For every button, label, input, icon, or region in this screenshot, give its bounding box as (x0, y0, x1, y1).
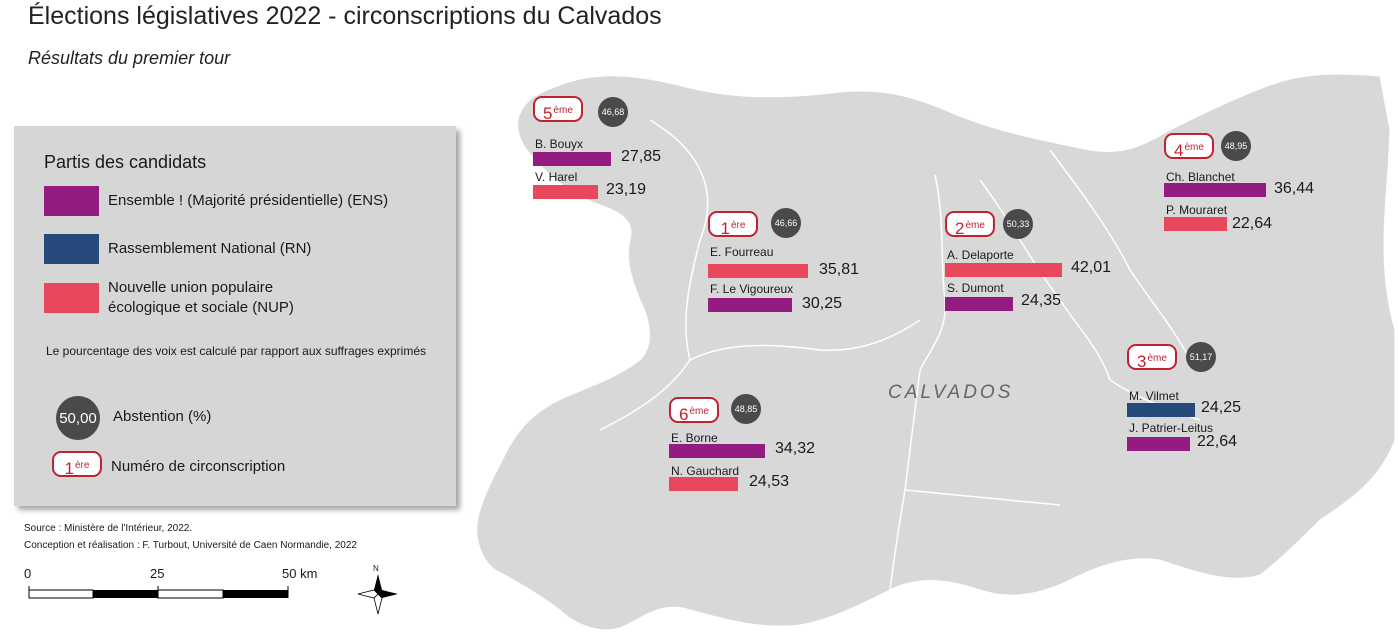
candidate-value: 36,44 (1274, 180, 1315, 197)
candidate-value: 24,25 (1201, 399, 1242, 416)
candidate-value: 24,53 (749, 473, 790, 490)
legend-label-nup: Nouvelle union populaire écologique et s… (108, 278, 294, 318)
abstention-circle: 48,95 (1221, 131, 1251, 161)
circonscription-badge: 2ème (945, 211, 995, 238)
badge-suffix: ème (553, 105, 573, 116)
scale-label-end: 50 km (282, 566, 318, 581)
source-line: Source : Ministère de l'Intérieur, 2022. (24, 523, 193, 534)
candidate-bar (669, 444, 765, 458)
abstention-example-circle: 50,00 (56, 396, 100, 440)
candidate-value: 30,25 (802, 295, 843, 312)
map-title: Élections législatives 2022 - circonscri… (28, 2, 662, 30)
candidate-bar (533, 185, 598, 199)
badge-number: 5 (543, 104, 553, 123)
abstention-circle: 50,33 (1003, 209, 1033, 239)
candidate-value: 22,64 (1197, 433, 1238, 450)
badge-suffix: ère (75, 460, 90, 471)
candidate-bar (533, 152, 611, 166)
scale-label-mid: 25 (150, 566, 165, 581)
legend-title: Partis des candidats (44, 152, 207, 172)
badge-number: 3 (1137, 352, 1147, 371)
candidate-name: F. Le Vigoureux (710, 282, 794, 296)
badge-suffix: ère (731, 220, 746, 231)
candidate-name: E. Borne (671, 431, 718, 445)
candidate-bar (708, 298, 792, 312)
candidate-bar (945, 297, 1013, 311)
circonscription-legend-label: Numéro de circonscription (111, 458, 286, 475)
legend-panel: Partis des candidats Ensemble ! (Majorit… (14, 126, 456, 506)
badge-suffix: ème (689, 406, 709, 417)
legend-swatch-nup (44, 283, 99, 313)
circonscription-badge: 5ème (533, 96, 583, 123)
abstention-legend-label: Abstention (%) (113, 408, 212, 425)
candidate-bar (1127, 437, 1190, 451)
abstention-circle: 46,66 (771, 208, 801, 238)
candidate-value: 23,19 (606, 181, 647, 198)
legend-swatch-ens (44, 186, 99, 216)
candidate-name: S. Dumont (947, 281, 1004, 295)
candidate-name: J. Patrier-Leitus (1129, 421, 1214, 435)
candidate-value: 35,81 (819, 261, 860, 278)
candidate-value: 24,35 (1021, 292, 1062, 309)
badge-suffix: ème (1184, 142, 1204, 153)
circonscription-badge: 6ème (669, 397, 719, 424)
badge-number: 2 (955, 219, 965, 238)
legend-label-nup-line2: écologique et sociale (NUP) (108, 299, 294, 316)
north-label: N (373, 564, 379, 573)
legend-note: Le pourcentage des voix est calculé par … (46, 344, 426, 358)
candidate-value: 27,85 (621, 148, 662, 165)
candidate-name: Ch. Blanchet (1166, 170, 1235, 184)
badge-number: 4 (1174, 141, 1184, 160)
map-subtitle: Résultats du premier tour (28, 48, 231, 68)
candidate-bar (669, 477, 738, 491)
circonscription-badge: 4ème (1164, 133, 1214, 160)
badge-number: 6 (679, 405, 689, 424)
abstention-circle: 46,68 (598, 97, 628, 127)
circonscription-badge: 1ère (708, 211, 758, 238)
badge-suffix: ème (1147, 353, 1167, 364)
circonscription-example-badge: 1ère (52, 451, 102, 478)
department-shape (476, 73, 1396, 631)
badge-suffix: ème (965, 220, 985, 231)
candidate-name: M. Vilmet (1129, 389, 1179, 403)
candidate-bar (1164, 183, 1266, 197)
candidate-name: E. Fourreau (710, 245, 774, 259)
north-arrow-icon (357, 574, 398, 615)
scale-label-zero: 0 (24, 566, 32, 581)
abstention-circle: 48,85 (731, 394, 761, 424)
scale-bar (28, 586, 289, 599)
badge-number: 1 (64, 459, 74, 478)
legend-label-nup-line1: Nouvelle union populaire (108, 279, 274, 296)
candidate-name: N. Gauchard (671, 464, 740, 478)
candidate-name: A. Delaporte (947, 248, 1014, 262)
legend-label-rn: Rassemblement National (RN) (108, 240, 312, 257)
candidate-bar (1164, 217, 1227, 231)
candidate-name: V. Harel (535, 170, 578, 184)
candidate-value: 42,01 (1071, 259, 1112, 276)
badge-number: 1 (720, 219, 730, 238)
circonscription-badge: 3ème (1127, 344, 1177, 371)
legend-label-ens: Ensemble ! (Majorité présidentielle) (EN… (108, 192, 389, 209)
candidate-name: P. Mouraret (1166, 203, 1228, 217)
legend-swatch-rn (44, 234, 99, 264)
candidate-bar (1127, 403, 1195, 417)
circonscription-borders (599, 119, 1201, 591)
candidate-value: 22,64 (1232, 215, 1273, 232)
abstention-circle: 51,17 (1186, 342, 1216, 372)
candidate-bar (708, 264, 808, 278)
candidate-value: 34,32 (775, 440, 816, 457)
candidate-name: B. Bouyx (535, 137, 584, 151)
candidate-bar (945, 263, 1062, 277)
department-label: CALVADOS (888, 382, 1014, 403)
credits-line: Conception et réalisation : F. Turbout, … (24, 540, 357, 551)
